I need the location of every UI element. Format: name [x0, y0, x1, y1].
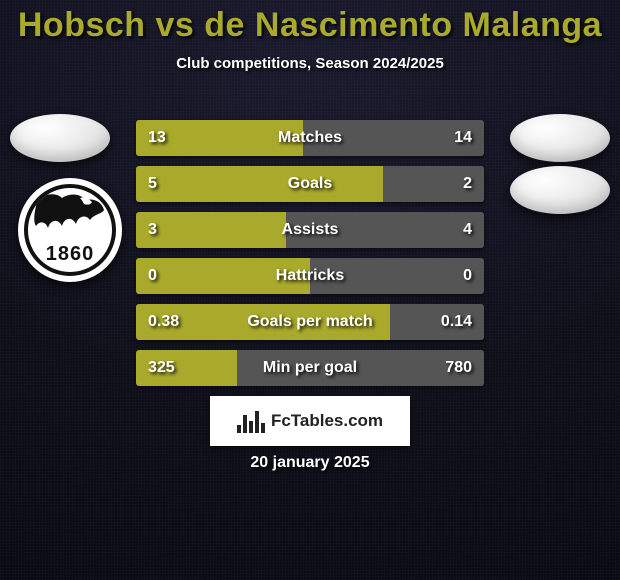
stat-name: Goals [136, 175, 484, 193]
subtitle: Club competitions, Season 2024/2025 [0, 55, 620, 72]
stat-name: Goals per match [136, 313, 484, 331]
stat-name: Min per goal [136, 359, 484, 377]
stat-name: Matches [136, 129, 484, 147]
club-badge-year: 1860 [46, 243, 95, 266]
stat-row: 34Assists [136, 212, 484, 248]
logo-main: Tables [291, 411, 344, 430]
chart-icon [237, 409, 265, 433]
page-title: Hobsch vs de Nascimento Malanga [0, 0, 620, 45]
stat-name: Assists [136, 221, 484, 239]
player-left-club-badge: 1860 [18, 178, 122, 282]
stat-row: 1314Matches [136, 120, 484, 156]
stats-bars: 1314Matches 52Goals 34Assists 00Hattricks 0.… [136, 120, 484, 396]
footer-logo: FcTables.com [210, 396, 410, 446]
stat-row: 0.380.14Goals per match [136, 304, 484, 340]
logo-prefix: Fc [271, 411, 291, 430]
player-right-avatar [510, 114, 610, 162]
club-badge-inner: 1860 [24, 184, 116, 276]
player-right-club-avatar [510, 166, 610, 214]
comparison-card: Hobsch vs de Nascimento Malanga Club com… [0, 0, 620, 580]
stat-row: 325780Min per goal [136, 350, 484, 386]
lion-icon [32, 192, 108, 248]
footer-date: 20 january 2025 [0, 454, 620, 472]
player-left-avatar [10, 114, 110, 162]
logo-suffix: .com [343, 411, 383, 430]
stat-row: 52Goals [136, 166, 484, 202]
stat-name: Hattricks [136, 267, 484, 285]
footer-logo-text: FcTables.com [271, 411, 383, 431]
stat-row: 00Hattricks [136, 258, 484, 294]
